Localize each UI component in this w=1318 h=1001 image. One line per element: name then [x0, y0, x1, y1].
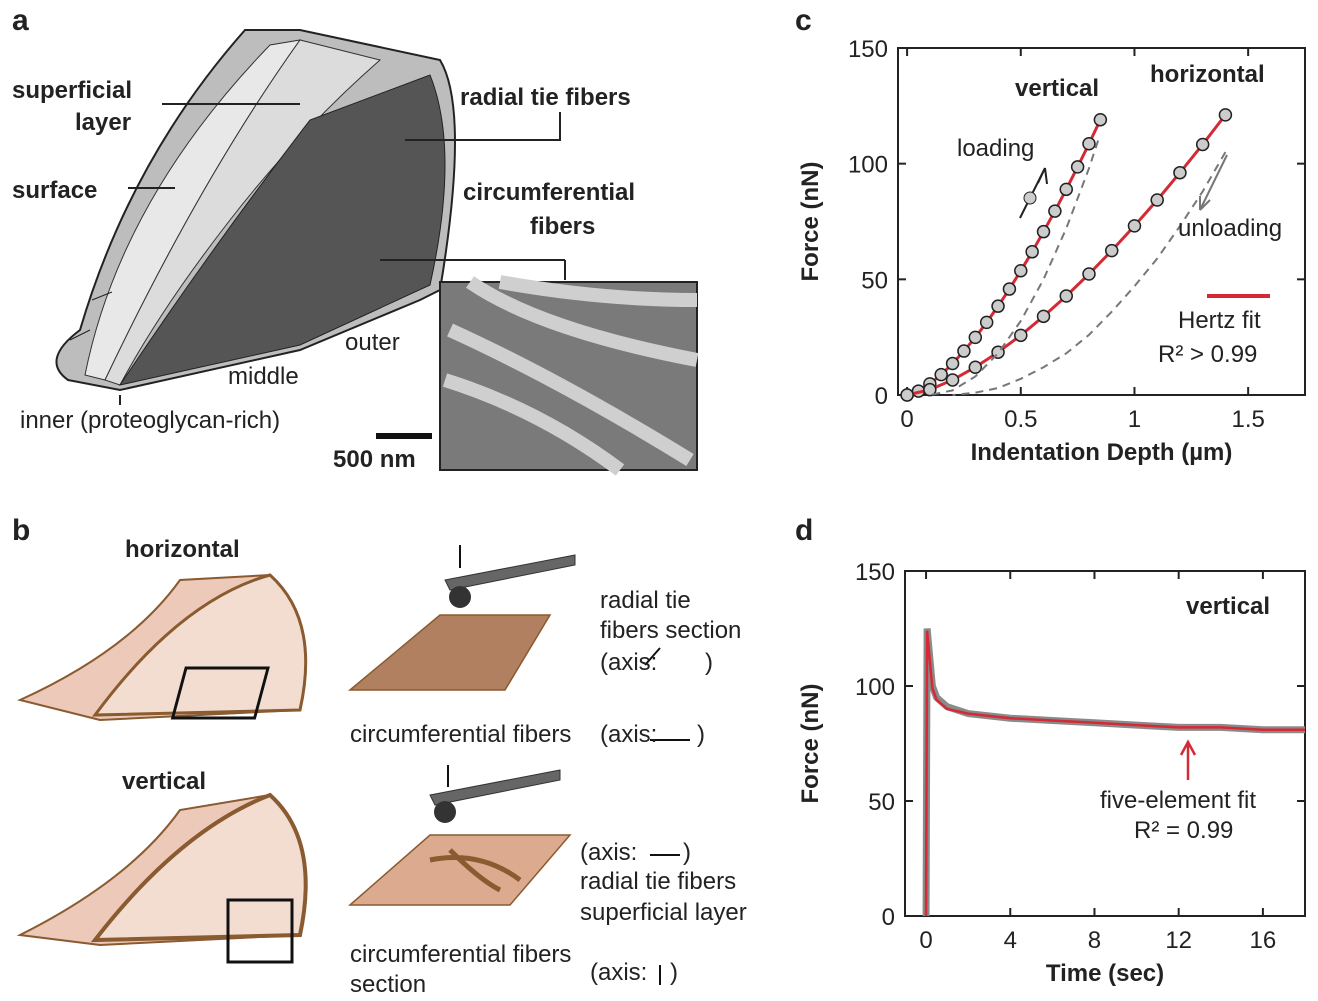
- y-tick-label: 100: [855, 674, 895, 701]
- label: ): [697, 721, 705, 748]
- annotation: R² = 0.99: [1134, 817, 1233, 844]
- label: radial tie: [600, 587, 691, 614]
- label: fibers section: [600, 617, 741, 644]
- y-tick-label: 0: [882, 904, 895, 931]
- x-tick-label: 12: [1165, 927, 1192, 954]
- label: radial tie fibers: [460, 84, 631, 111]
- data-point: [1026, 246, 1038, 258]
- label: inner (proteoglycan-rich): [20, 407, 280, 434]
- arrow: [1200, 155, 1227, 210]
- x-tick-label: 16: [1250, 927, 1277, 954]
- y-axis-label: Force (nN): [797, 684, 824, 804]
- y-tick-label: 150: [848, 36, 888, 63]
- data-point: [947, 358, 959, 370]
- label: fibers: [530, 213, 595, 240]
- data-point: [901, 389, 913, 401]
- data-point: [981, 316, 993, 328]
- data-point: [1015, 329, 1027, 341]
- y-tick-label: 50: [868, 789, 895, 816]
- data-point: [969, 331, 981, 343]
- label: circumferential fibers: [350, 941, 571, 968]
- panel-letter: a: [12, 4, 29, 37]
- y-tick-label: 100: [848, 152, 888, 179]
- label: ): [670, 959, 678, 986]
- y-axis-label: Force (nN): [797, 162, 824, 282]
- annotation: unloading: [1178, 215, 1282, 242]
- data-point: [947, 374, 959, 386]
- annotation: vertical: [1015, 75, 1099, 102]
- panel-letter: c: [795, 4, 812, 37]
- data-point: [1015, 265, 1027, 277]
- data-line: [926, 629, 1305, 917]
- x-tick-label: 1: [1128, 406, 1141, 433]
- annotation: five-element fit: [1100, 787, 1256, 814]
- data-point: [1174, 167, 1186, 179]
- data-point: [1060, 183, 1072, 195]
- x-tick-label: 8: [1088, 927, 1101, 954]
- panel-letter: d: [795, 514, 813, 547]
- label: circumferential: [463, 179, 635, 206]
- data-point: [1038, 226, 1050, 238]
- annotation: loading: [957, 135, 1034, 162]
- data-point: [958, 345, 970, 357]
- annotation: vertical: [1186, 593, 1270, 620]
- data-point: [1072, 161, 1084, 173]
- data-point: [1049, 205, 1061, 217]
- data-point: [935, 369, 947, 381]
- x-tick-label: 4: [1004, 927, 1017, 954]
- data-point: [1128, 220, 1140, 232]
- data-point: [1151, 194, 1163, 206]
- figure: a superficial layer surface radial tie f…: [0, 0, 1318, 996]
- label: horizontal: [125, 536, 240, 563]
- arrow: [1181, 742, 1195, 780]
- y-tick-label: 50: [861, 267, 888, 294]
- label: (axis:: [580, 839, 637, 866]
- data-point: [1106, 245, 1118, 257]
- annotation: Hertz fit: [1178, 307, 1261, 334]
- label: superficial: [12, 77, 132, 104]
- plot-frame: [905, 571, 1305, 916]
- x-axis-label: Indentation Depth (µm): [971, 439, 1233, 466]
- label: layer: [75, 109, 131, 136]
- annotation: R² > 0.99: [1158, 341, 1257, 368]
- x-tick-label: 0.5: [1004, 406, 1037, 433]
- data-point: [1094, 114, 1106, 126]
- annotation: horizontal: [1150, 61, 1265, 88]
- data-point: [1219, 109, 1231, 121]
- data-point: [1083, 138, 1095, 150]
- label: middle: [228, 363, 299, 390]
- label: 500 nm: [333, 446, 416, 473]
- x-axis-label: Time (sec): [1046, 960, 1164, 987]
- x-tick-label: 0: [900, 406, 913, 433]
- label: vertical: [122, 768, 206, 795]
- x-tick-label: 1.5: [1231, 406, 1264, 433]
- y-tick-label: 0: [875, 383, 888, 410]
- data-point: [1038, 310, 1050, 322]
- label: ): [683, 839, 691, 866]
- arrow-marker: [1024, 192, 1036, 204]
- panel-letter: b: [12, 514, 30, 547]
- y-tick-label: 150: [855, 559, 895, 586]
- data-point: [1003, 283, 1015, 295]
- x-tick-label: 0: [919, 927, 932, 954]
- label: (axis:: [590, 959, 647, 986]
- label: (axis:: [600, 721, 657, 748]
- data-point: [1197, 138, 1209, 150]
- label: outer: [345, 329, 400, 356]
- label: circumferential fibers: [350, 721, 571, 748]
- label: surface: [12, 177, 97, 204]
- data-point: [992, 300, 1004, 312]
- data-point: [969, 361, 981, 373]
- data-point: [1060, 290, 1072, 302]
- data-line: [926, 631, 1305, 916]
- label: ): [705, 649, 713, 676]
- label: superficial layer: [580, 899, 747, 926]
- label: section: [350, 971, 426, 996]
- data-point: [1083, 268, 1095, 280]
- label: (axis:: [600, 649, 657, 676]
- label: radial tie fibers: [580, 868, 736, 895]
